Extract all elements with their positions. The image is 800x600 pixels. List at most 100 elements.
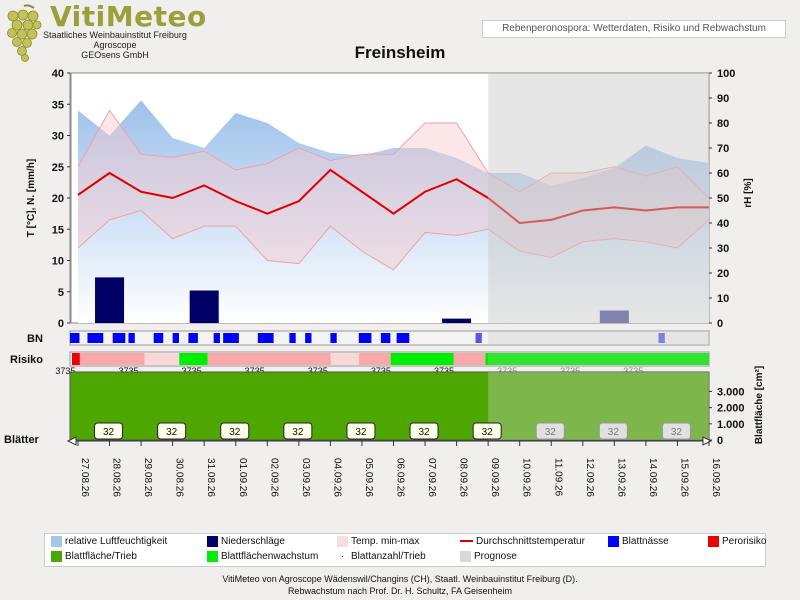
x-tick-label: 09.09.26 xyxy=(489,458,500,497)
leaf-wetness-bar xyxy=(358,333,372,343)
y-right-tick-label: 70 xyxy=(717,143,729,155)
y-left-tick-label: 40 xyxy=(52,68,64,80)
legend-label: Blattfläche/Trieb xyxy=(65,551,137,563)
risk-segment xyxy=(79,353,145,365)
leaf-count-box xyxy=(409,422,439,440)
leaf-count-box xyxy=(598,422,628,440)
logo-subtitle-line: Agroscope xyxy=(93,40,137,50)
risk-value-label: 3735 xyxy=(55,366,75,376)
leaf-count-box xyxy=(94,422,124,440)
legend-label: Perorisiko xyxy=(722,536,767,548)
legend-swatch xyxy=(708,536,719,547)
y-left-tick-label: 25 xyxy=(52,162,64,174)
leaf-wetness-bar xyxy=(396,333,410,343)
x-tick-label: 03.09.26 xyxy=(300,458,311,497)
legend-label: relative Luftfeuchtigkeit xyxy=(65,536,168,548)
x-tick-label: 31.08.26 xyxy=(205,458,216,497)
legend-item: Durchschnittstemperatur xyxy=(460,536,585,547)
risk-segment xyxy=(330,353,360,365)
leaf-wetness-bar xyxy=(475,333,482,343)
legend-swatch xyxy=(207,536,218,547)
legend-swatch xyxy=(337,536,348,547)
risk-segment xyxy=(207,353,331,365)
legend-swatch xyxy=(460,540,473,543)
y-left-tick-label: 5 xyxy=(58,287,64,299)
risk-segment xyxy=(72,353,80,365)
x-tick-label: 15.09.26 xyxy=(678,458,689,497)
leaf-wetness-bar xyxy=(128,333,135,343)
logo-grapes-icon xyxy=(4,4,44,62)
x-tick-label: 07.09.26 xyxy=(426,458,437,497)
leaf-wetness-bar xyxy=(172,333,179,343)
x-tick-label: 27.08.26 xyxy=(79,458,90,497)
risk-value-label: 3735 xyxy=(118,366,138,376)
y-right-tick-label: 90 xyxy=(717,93,729,105)
humidity-area xyxy=(78,100,709,323)
legend-swatch xyxy=(608,536,619,547)
leaf-wetness-bar xyxy=(213,333,220,343)
legend-swatch xyxy=(51,551,62,562)
y-left-tick-label: 35 xyxy=(52,99,64,111)
risk-segment xyxy=(390,353,454,365)
y-right-tick-label: 50 xyxy=(717,193,729,205)
risk-label: Risiko xyxy=(10,354,43,366)
legend-item: Blattnässe xyxy=(608,536,669,547)
leaf-wetness-bar xyxy=(330,333,337,343)
risk-value-label: 3735 xyxy=(623,366,643,376)
legend-swatch: · xyxy=(340,551,345,562)
leaf-count-value: 32 xyxy=(103,427,115,438)
x-tick-label: 29.08.26 xyxy=(142,458,153,497)
legend-label: Prognose xyxy=(474,551,517,563)
risk-segment xyxy=(485,353,709,365)
leaf-wetness-bar xyxy=(658,333,665,343)
leaf-wetness-bar xyxy=(289,333,296,343)
leaf-count-value: 32 xyxy=(482,427,494,438)
forecast-shade-bn xyxy=(488,331,709,345)
y-right-tick-label: 100 xyxy=(717,68,735,80)
logo-subtitle-line: GEOsens GmbH xyxy=(81,50,149,60)
y-right-tick-label: 60 xyxy=(717,168,729,180)
y-left-tick-label: 30 xyxy=(52,131,64,143)
leaf-wetness-bar xyxy=(87,333,104,343)
x-tick-label: 30.08.26 xyxy=(174,458,185,497)
x-tick-label: 14.09.26 xyxy=(647,458,658,497)
footer-line: Rebwachstum nach Prof. Dr. H. Schultz, F… xyxy=(287,586,513,596)
legend-item: Blattfläche/Trieb xyxy=(51,551,137,562)
leaf-wetness-bar xyxy=(153,333,164,343)
leaf-count-value: 32 xyxy=(355,427,367,438)
risk-value-label: 3735 xyxy=(182,366,202,376)
y-right-tick-label: 10 xyxy=(717,293,729,305)
y-left-tick-label: 20 xyxy=(52,193,64,205)
leaf-tick-label: 2.000 xyxy=(717,403,745,415)
x-tick-label: 11.09.26 xyxy=(552,458,563,497)
legend-swatch xyxy=(460,551,471,562)
legend-swatch xyxy=(51,536,62,547)
risk-value-label: 3735 xyxy=(245,366,265,376)
x-tick-label: 13.09.26 xyxy=(615,458,626,497)
legend-label: Blattnässe xyxy=(622,536,669,548)
legend: relative Luftfeuchtigkeit Niederschläge Te… xyxy=(44,533,766,567)
legend-item: Temp. min-max xyxy=(337,536,419,547)
legend-item: Niederschläge xyxy=(207,536,285,547)
legend-item: relative Luftfeuchtigkeit xyxy=(51,536,167,547)
leaves-label: Blätter xyxy=(4,434,40,446)
leaf-wetness-bar xyxy=(223,333,239,343)
forecast-shade-risk xyxy=(488,352,709,366)
leaf-count-value: 32 xyxy=(671,427,683,438)
leaf-wetness-bar xyxy=(257,333,274,343)
leaf-wetness-bar xyxy=(112,333,126,343)
leaf-count-value: 32 xyxy=(418,427,430,438)
legend-item: · Blattanzahl/Trieb xyxy=(337,551,426,562)
legend-item: Perorisiko xyxy=(708,536,766,547)
risk-value-label: 3735 xyxy=(434,366,454,376)
leaf-wetness-bar xyxy=(70,333,80,343)
x-tick-label: 04.09.26 xyxy=(331,458,342,497)
y-left-tick-label: 15 xyxy=(52,224,64,236)
leaf-count-box xyxy=(535,422,565,440)
avg-temp-line xyxy=(77,168,709,225)
legend-item: Blattflächenwachstum xyxy=(207,551,318,562)
legend-label: Durchschnittstemperatur xyxy=(476,536,585,547)
y-right-axis-label: rH [%] xyxy=(743,178,754,207)
risk-value-label: 3735 xyxy=(497,366,517,376)
